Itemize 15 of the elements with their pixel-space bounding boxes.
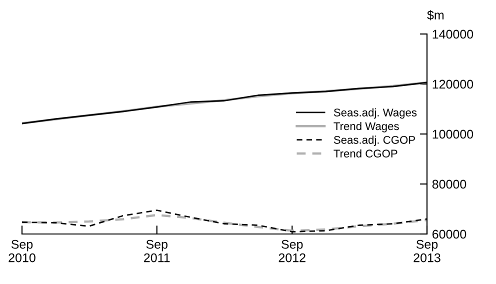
y-axis-title: $m (427, 10, 444, 20)
y-tick-label: 120000 (432, 80, 474, 89)
x-tick-label: Sep 2010 (8, 240, 36, 262)
y-tick-label: 60000 (432, 230, 466, 239)
legend-label: Trend Wages (334, 122, 399, 132)
x-tick-label: Sep 2012 (278, 240, 306, 262)
y-tick-label: 100000 (432, 130, 474, 139)
x-tick-label: Sep 2013 (414, 240, 440, 262)
legend-label: Trend CGOP (334, 149, 398, 158)
legend-label: Seas.adj. Wages (334, 108, 417, 119)
x-tick-label: Sep 2011 (144, 240, 170, 262)
y-tick-label: 80000 (432, 180, 466, 189)
legend-label: Seas.adj. CGOP (334, 136, 415, 146)
line-series (22, 214, 427, 232)
y-tick-label: 140000 (432, 30, 474, 39)
